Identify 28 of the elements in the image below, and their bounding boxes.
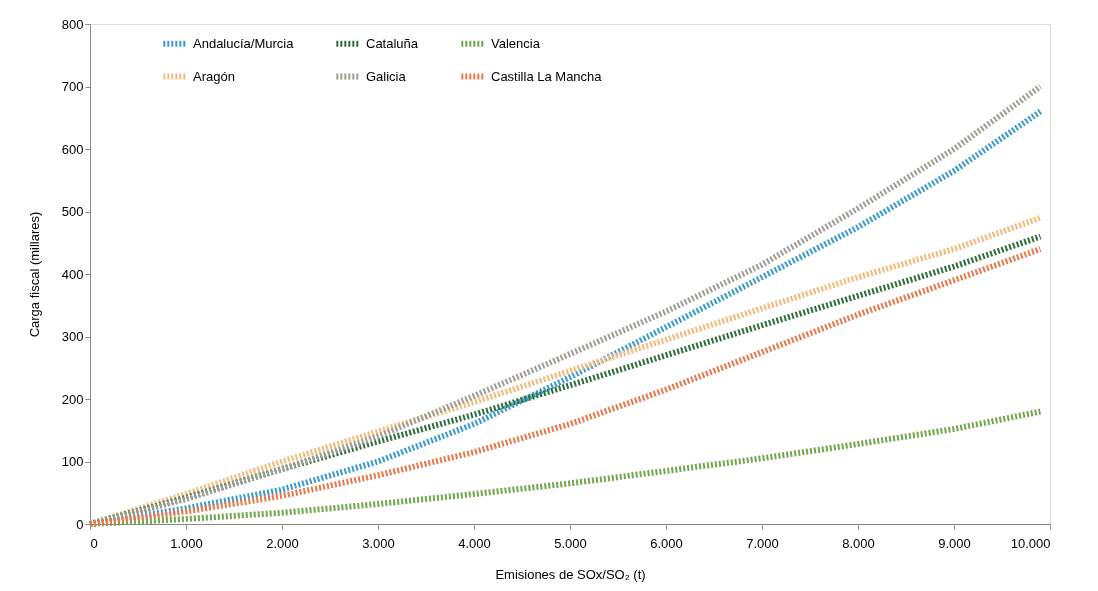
- x-tick-label: 1.000: [170, 535, 203, 551]
- legend-label: Valencia: [491, 35, 541, 51]
- x-tick-label: 10.000: [1010, 535, 1051, 551]
- legend-label: Cataluña: [366, 35, 419, 51]
- y-tick-label: 200: [61, 391, 84, 407]
- x-tick-label: 7.000: [746, 535, 779, 551]
- y-tick-label: 600: [61, 141, 84, 157]
- x-tick-label: 0: [90, 535, 98, 551]
- y-tick-label: 400: [61, 266, 84, 282]
- x-tick-label: 9.000: [938, 535, 971, 551]
- legend-label: Aragón: [193, 68, 235, 84]
- x-axis-title: Emisiones de SOx/SO₂ (t): [495, 566, 646, 582]
- legend-label: Andalucía/Murcia: [193, 35, 295, 51]
- x-tick-label: 6.000: [650, 535, 683, 551]
- x-tick-label: 4.000: [458, 535, 491, 551]
- x-tick-label: 8.000: [842, 535, 875, 551]
- y-tick-label: 800: [61, 16, 84, 32]
- y-tick-label: 0: [76, 516, 84, 532]
- y-tick-label: 100: [61, 454, 84, 469]
- x-tick-label: 5.000: [554, 535, 587, 551]
- legend-label: Galicia: [366, 68, 407, 84]
- y-axis-title: Carga fiscal (millares): [26, 211, 42, 338]
- x-tick-label: 3.000: [362, 535, 395, 551]
- legend-label: Castilla La Mancha: [491, 68, 603, 84]
- y-tick-label: 500: [61, 204, 84, 219]
- y-tick-label: 700: [61, 79, 84, 94]
- x-tick-label: 2.000: [266, 535, 299, 551]
- y-tick-label: 300: [61, 329, 84, 344]
